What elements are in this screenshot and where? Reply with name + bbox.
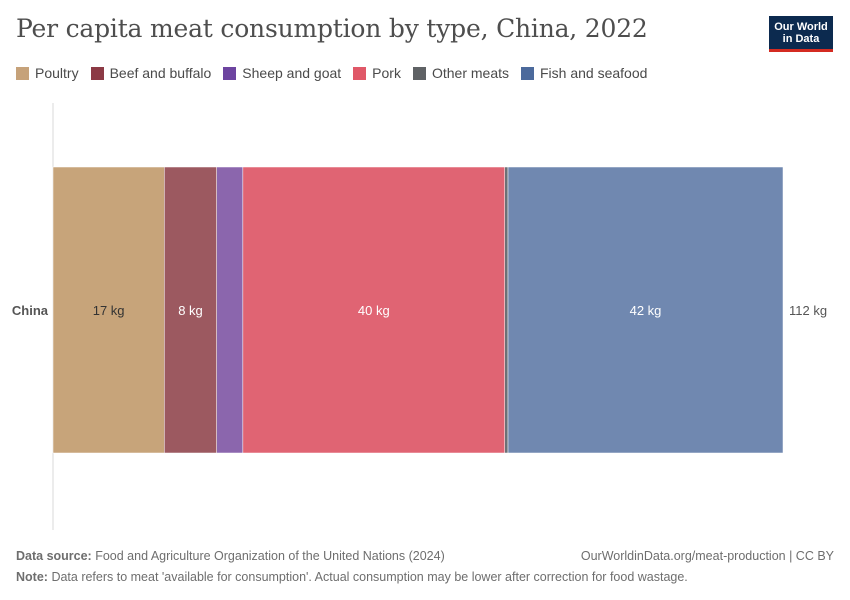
legend-item-other-meats[interactable]: Other meats xyxy=(412,65,509,81)
source-url[interactable]: OurWorldinData.org/meat-production | CC … xyxy=(580,549,834,563)
data-label: 42 kg xyxy=(630,303,662,318)
data-label: 8 kg xyxy=(178,303,203,318)
owid-logo[interactable]: Our World in Data xyxy=(769,16,833,52)
data-source: Data source: Food and Agriculture Organi… xyxy=(16,549,445,563)
legend-label: Poultry xyxy=(35,65,79,81)
bar-segment-beef-and-buffalo[interactable] xyxy=(164,166,217,454)
legend-swatch xyxy=(90,66,104,80)
chart-title: Per capita meat consumption by type, Chi… xyxy=(16,14,648,43)
legend-label: Sheep and goat xyxy=(242,65,342,81)
legend-swatch xyxy=(353,66,367,80)
note: Note: Data refers to meat 'available for… xyxy=(16,570,688,584)
legend-item-beef-and-buffalo[interactable]: Beef and buffalo xyxy=(90,65,212,81)
legend-swatch xyxy=(16,66,29,80)
legend-label: Fish and seafood xyxy=(540,65,648,81)
data-label: 40 kg xyxy=(358,303,390,318)
bar-segment-other-meats[interactable] xyxy=(504,166,509,454)
legend-swatch xyxy=(412,66,426,80)
legend-swatch xyxy=(521,66,534,80)
bar-segment-fish-and-seafood[interactable] xyxy=(507,166,784,454)
legend-item-pork[interactable]: Pork xyxy=(353,65,401,81)
category-label: China xyxy=(12,303,49,318)
data-label: 17 kg xyxy=(93,303,125,318)
logo-line-1: Our World xyxy=(774,21,828,33)
legend-item-poultry[interactable]: Poultry xyxy=(16,65,79,81)
legend-item-sheep-and-goat[interactable]: Sheep and goat xyxy=(223,65,341,81)
legend-item-fish-and-seafood[interactable]: Fish and seafood xyxy=(521,65,647,81)
bar-segment-poultry[interactable] xyxy=(52,166,165,454)
total-label: 112 kg xyxy=(789,303,827,318)
bar-segment-pork[interactable] xyxy=(242,166,505,454)
note-text: Data refers to meat 'available for consu… xyxy=(51,570,688,584)
legend-label: Pork xyxy=(372,65,401,81)
logo-line-2: in Data xyxy=(782,33,820,45)
source-label: Data source: xyxy=(16,549,92,563)
legend-label: Other meats xyxy=(431,65,509,81)
bar-segment-sheep-and-goat[interactable] xyxy=(216,166,244,454)
legend-swatch xyxy=(223,66,237,80)
legend: Poultry Beef and buffalo Sheep and goat … xyxy=(16,65,659,81)
note-label: Note: xyxy=(16,570,48,584)
legend-label: Beef and buffalo xyxy=(109,65,212,81)
source-text[interactable]: Food and Agriculture Organization of the… xyxy=(95,549,445,563)
